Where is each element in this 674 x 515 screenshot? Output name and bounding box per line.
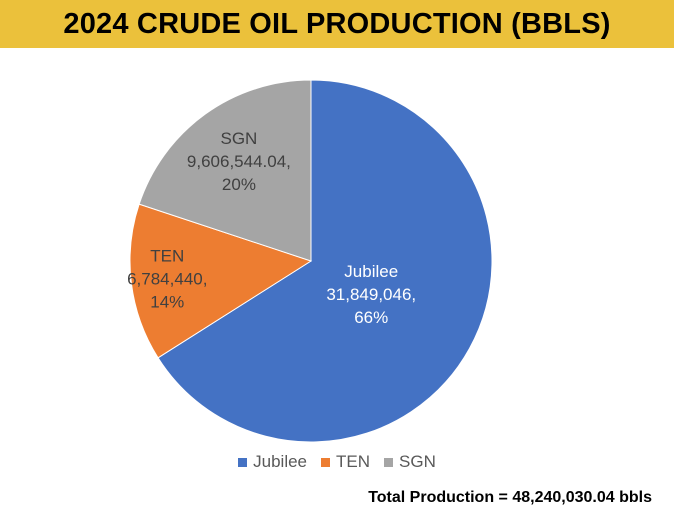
legend: Jubilee TEN SGN [0, 450, 674, 474]
pie-data-labels: Jubilee 31,849,046, 66% TEN 6,784,440, 14% SGN… [127, 129, 416, 327]
legend-label: TEN [336, 452, 371, 471]
legend-swatch [384, 457, 394, 467]
legend-label: Jubilee [253, 452, 308, 471]
legend-swatch [321, 457, 331, 467]
legend-swatch [238, 457, 248, 467]
legend-item-jubilee: Jubilee [238, 452, 307, 472]
pie-chart: Jubilee 31,849,046, 66% TEN 6,784,440, 14% SGN… [127, 79, 493, 443]
total-production-note: Total Production = 48,240,030.04 bbls [368, 489, 652, 506]
data-label-sgn: SGN 9,606,544.04, 20% [187, 129, 291, 194]
legend-label: SGN [399, 452, 436, 471]
pie-slice-sgn [138, 79, 312, 262]
data-label-jubilee: Jubilee 31,849,046, 66% [326, 262, 416, 327]
data-label-ten: TEN 6,784,440, 14% [127, 247, 207, 312]
title-band: 2024 CRUDE OIL PRODUCTION (BBLS) [0, 0, 674, 48]
pie-slice-ten [129, 203, 313, 359]
pie-slices [129, 79, 493, 443]
legend-item-sgn: SGN [384, 452, 436, 472]
chart-title: 2024 CRUDE OIL PRODUCTION (BBLS) [63, 7, 611, 40]
legend-item-ten: TEN [321, 452, 370, 472]
pie-slice-jubilee [157, 79, 493, 443]
